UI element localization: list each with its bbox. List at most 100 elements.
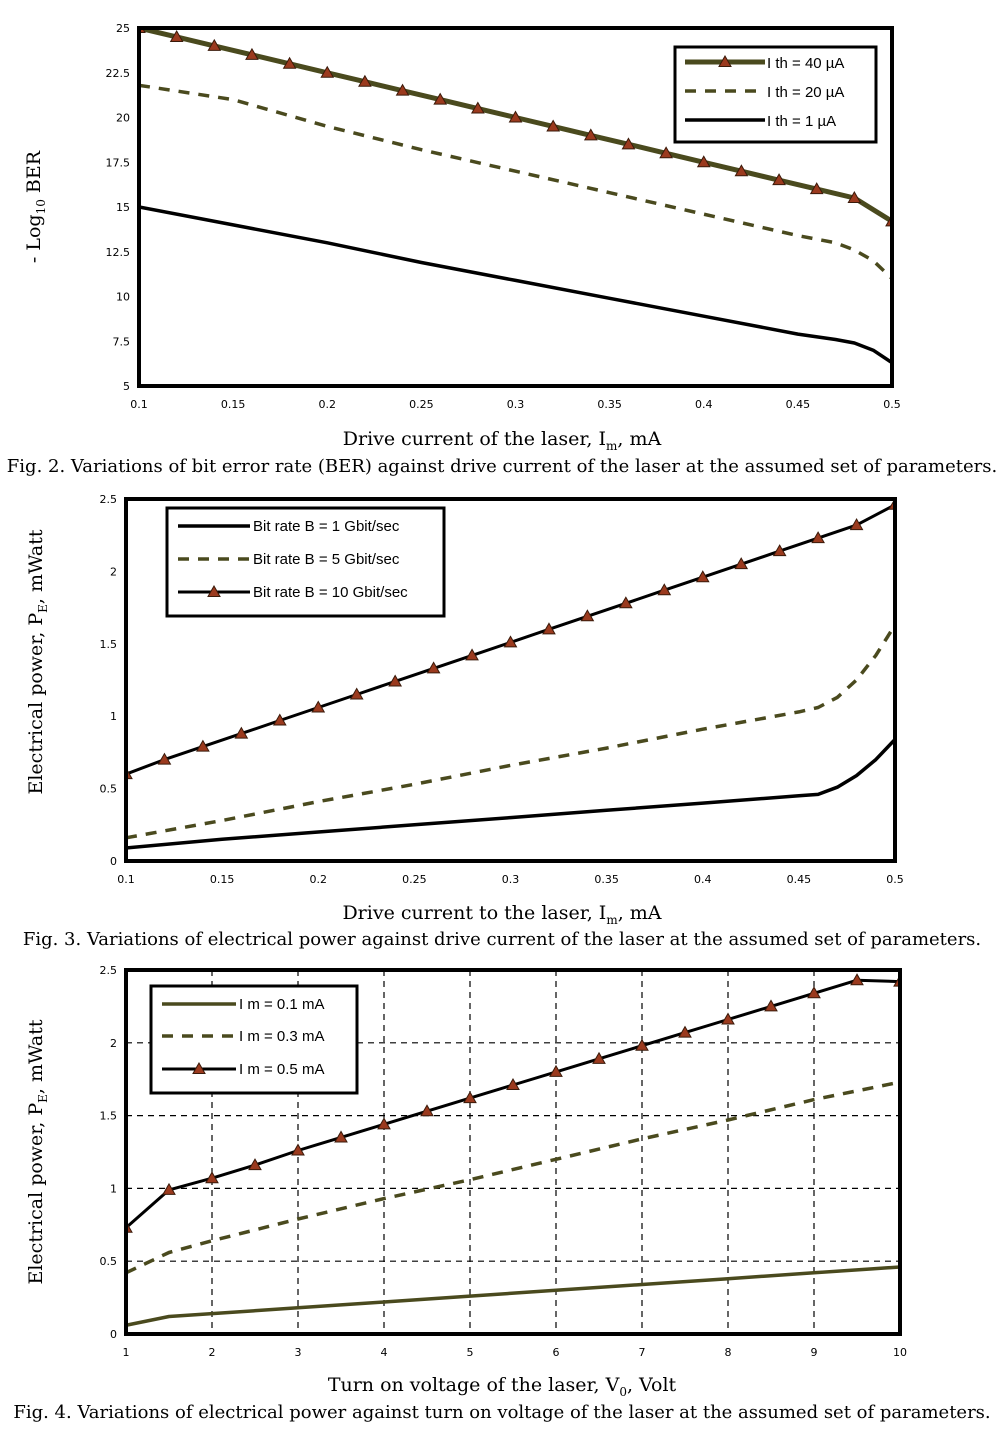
data-point-marker: [291, 1143, 305, 1156]
grid: [126, 970, 900, 1334]
y-axis-label: - Log10 BER: [23, 150, 48, 263]
y-tick-label: 0.5: [100, 1255, 118, 1268]
legend-label: Bit rate B = 1 Gbit/sec: [253, 518, 400, 535]
y-tick-label: 0.5: [100, 783, 118, 796]
plot-frame: [137, 26, 894, 388]
legend: I m = 0.1 mA I m = 0.3 mA I m = 0.5 mA: [149, 984, 359, 1095]
figure-caption: Fig. 3. Variations of electrical power a…: [23, 929, 981, 950]
y-tick-label: 1.5: [100, 1110, 118, 1123]
data-point-marker: [772, 173, 786, 186]
x-tick-label: 8: [725, 1346, 732, 1359]
data-point-marker: [764, 999, 778, 1012]
y-tick-label: 2: [110, 1037, 117, 1050]
data-point-marker: [169, 29, 184, 42]
y-tick-label: 1: [110, 710, 117, 723]
series-line: [126, 1080, 900, 1275]
data-point-marker: [580, 609, 595, 622]
x-tick-label: 0.5: [886, 873, 904, 886]
x-tick-label: 1: [123, 1346, 130, 1359]
x-tick-label: 0.2: [310, 873, 328, 886]
x-tick-label: 3: [295, 1346, 302, 1359]
y-tick-label: 0: [110, 1328, 117, 1341]
legend: Bit rate B = 1 Gbit/sec Bit rate B = 5 G…: [165, 506, 446, 618]
x-tick-label: 7: [639, 1346, 646, 1359]
data-point-marker: [592, 1051, 606, 1064]
series-line: [126, 1265, 900, 1328]
data-point-marker: [678, 1025, 692, 1038]
y-tick-label: 1.5: [100, 638, 118, 651]
figure-caption: Fig. 4. Variations of electrical power a…: [13, 1402, 990, 1423]
data-point-marker: [734, 164, 749, 177]
svg-text:- Log10 BER: - Log10 BER: [23, 150, 48, 263]
data-point-marker: [282, 56, 297, 69]
x-axis-label: Turn on voltage of the laser, V0, Volt: [328, 1374, 677, 1399]
data-point-marker: [583, 128, 598, 141]
y-tick-label: 7.5: [113, 335, 131, 348]
y-tick-label: 1: [110, 1182, 117, 1195]
data-point-marker: [245, 47, 259, 60]
data-point-marker: [358, 74, 372, 87]
chart-ber: 0.1 0.15 0.2 0.25 0.3 0.35 0.4 0.45 0.5 5 7.5 10 12.…: [7, 22, 997, 477]
y-tick-label: 20: [116, 112, 130, 125]
ticks: 1 2 3 4 5 6 7 8 9 10 0 0.5 1 1.5 2 2.5: [100, 964, 908, 1359]
y-axis-label: Electrical power, PE, mWatt: [25, 1019, 50, 1284]
legend-label: Bit rate B = 5 Gbit/sec: [253, 551, 400, 568]
data-point-marker: [506, 1078, 520, 1091]
data-point-marker: [162, 1182, 176, 1195]
y-tick-label: 25: [116, 22, 130, 35]
x-tick-label: 4: [381, 1346, 388, 1359]
chart-power-vs-current: 0.1 0.15 0.2 0.25 0.3 0.35 0.4 0.45 0.5 0 0.5 1 1.5 2…: [23, 493, 981, 950]
data-point-marker: [696, 155, 711, 168]
data-point-marker: [503, 635, 518, 648]
x-tick-label: 0.15: [221, 398, 246, 411]
data-point-marker: [721, 1012, 735, 1025]
data-point-marker: [388, 674, 403, 687]
y-tick-label: 22.5: [106, 67, 131, 80]
ticks: 0.1 0.15 0.2 0.25 0.3 0.35 0.4 0.45 0.5 5 7.5 10 12.…: [106, 22, 901, 411]
x-tick-label: 0.45: [787, 873, 812, 886]
data-point-marker: [334, 1130, 348, 1143]
data-point-marker: [807, 986, 821, 999]
data-point-marker: [465, 648, 479, 661]
series-line: [139, 205, 892, 365]
ticks: 0.1 0.15 0.2 0.25 0.3 0.35 0.4 0.45 0.5 0 0.5 1 1.5 2…: [100, 493, 904, 886]
x-tick-label: 0.45: [786, 398, 811, 411]
data-point-marker: [847, 191, 862, 204]
legend-label: I m = 0.1 mA: [239, 996, 324, 1013]
x-tick-label: 0.25: [409, 398, 434, 411]
data-point-marker: [809, 182, 824, 195]
series-line: [126, 624, 895, 840]
x-axis-label: Drive current to the laser, Im, mA: [342, 902, 661, 927]
y-tick-label: 2.5: [100, 964, 118, 977]
x-tick-label: 0.4: [695, 398, 713, 411]
x-tick-label: 0.5: [883, 398, 901, 411]
x-tick-label: 0.2: [319, 398, 337, 411]
legend-label: I th = 40 µA: [767, 55, 844, 72]
data-point-marker: [542, 622, 556, 635]
y-tick-label: 10: [116, 291, 130, 304]
plot-frame: [124, 968, 902, 1336]
plot-frame: [124, 497, 897, 863]
x-tick-label: 0.15: [210, 873, 235, 886]
x-tick-label: 9: [811, 1346, 818, 1359]
series-line: [126, 738, 895, 850]
data-point-marker: [811, 531, 825, 544]
svg-text:Electrical power, PE, mWatt: Electrical power, PE, mWatt: [25, 529, 50, 794]
y-tick-label: 5: [123, 380, 130, 393]
data-point-marker: [546, 119, 561, 132]
plot-area: [126, 499, 895, 850]
legend-label: I th = 1 µA: [767, 113, 836, 130]
x-tick-label: 6: [553, 1346, 560, 1359]
data-point-marker: [635, 1038, 649, 1051]
data-point-marker: [508, 110, 523, 123]
figure-caption: Fig. 2. Variations of bit error rate (BE…: [7, 456, 997, 477]
data-point-marker: [657, 583, 672, 596]
x-tick-label: 5: [467, 1346, 474, 1359]
data-point-marker: [196, 739, 210, 752]
data-point-marker: [659, 146, 673, 159]
data-point-marker: [426, 661, 441, 674]
legend-label: Bit rate B = 10 Gbit/sec: [253, 584, 408, 601]
x-tick-label: 0.35: [594, 873, 619, 886]
y-tick-label: 12.5: [106, 246, 131, 259]
data-point-marker: [463, 1091, 477, 1104]
